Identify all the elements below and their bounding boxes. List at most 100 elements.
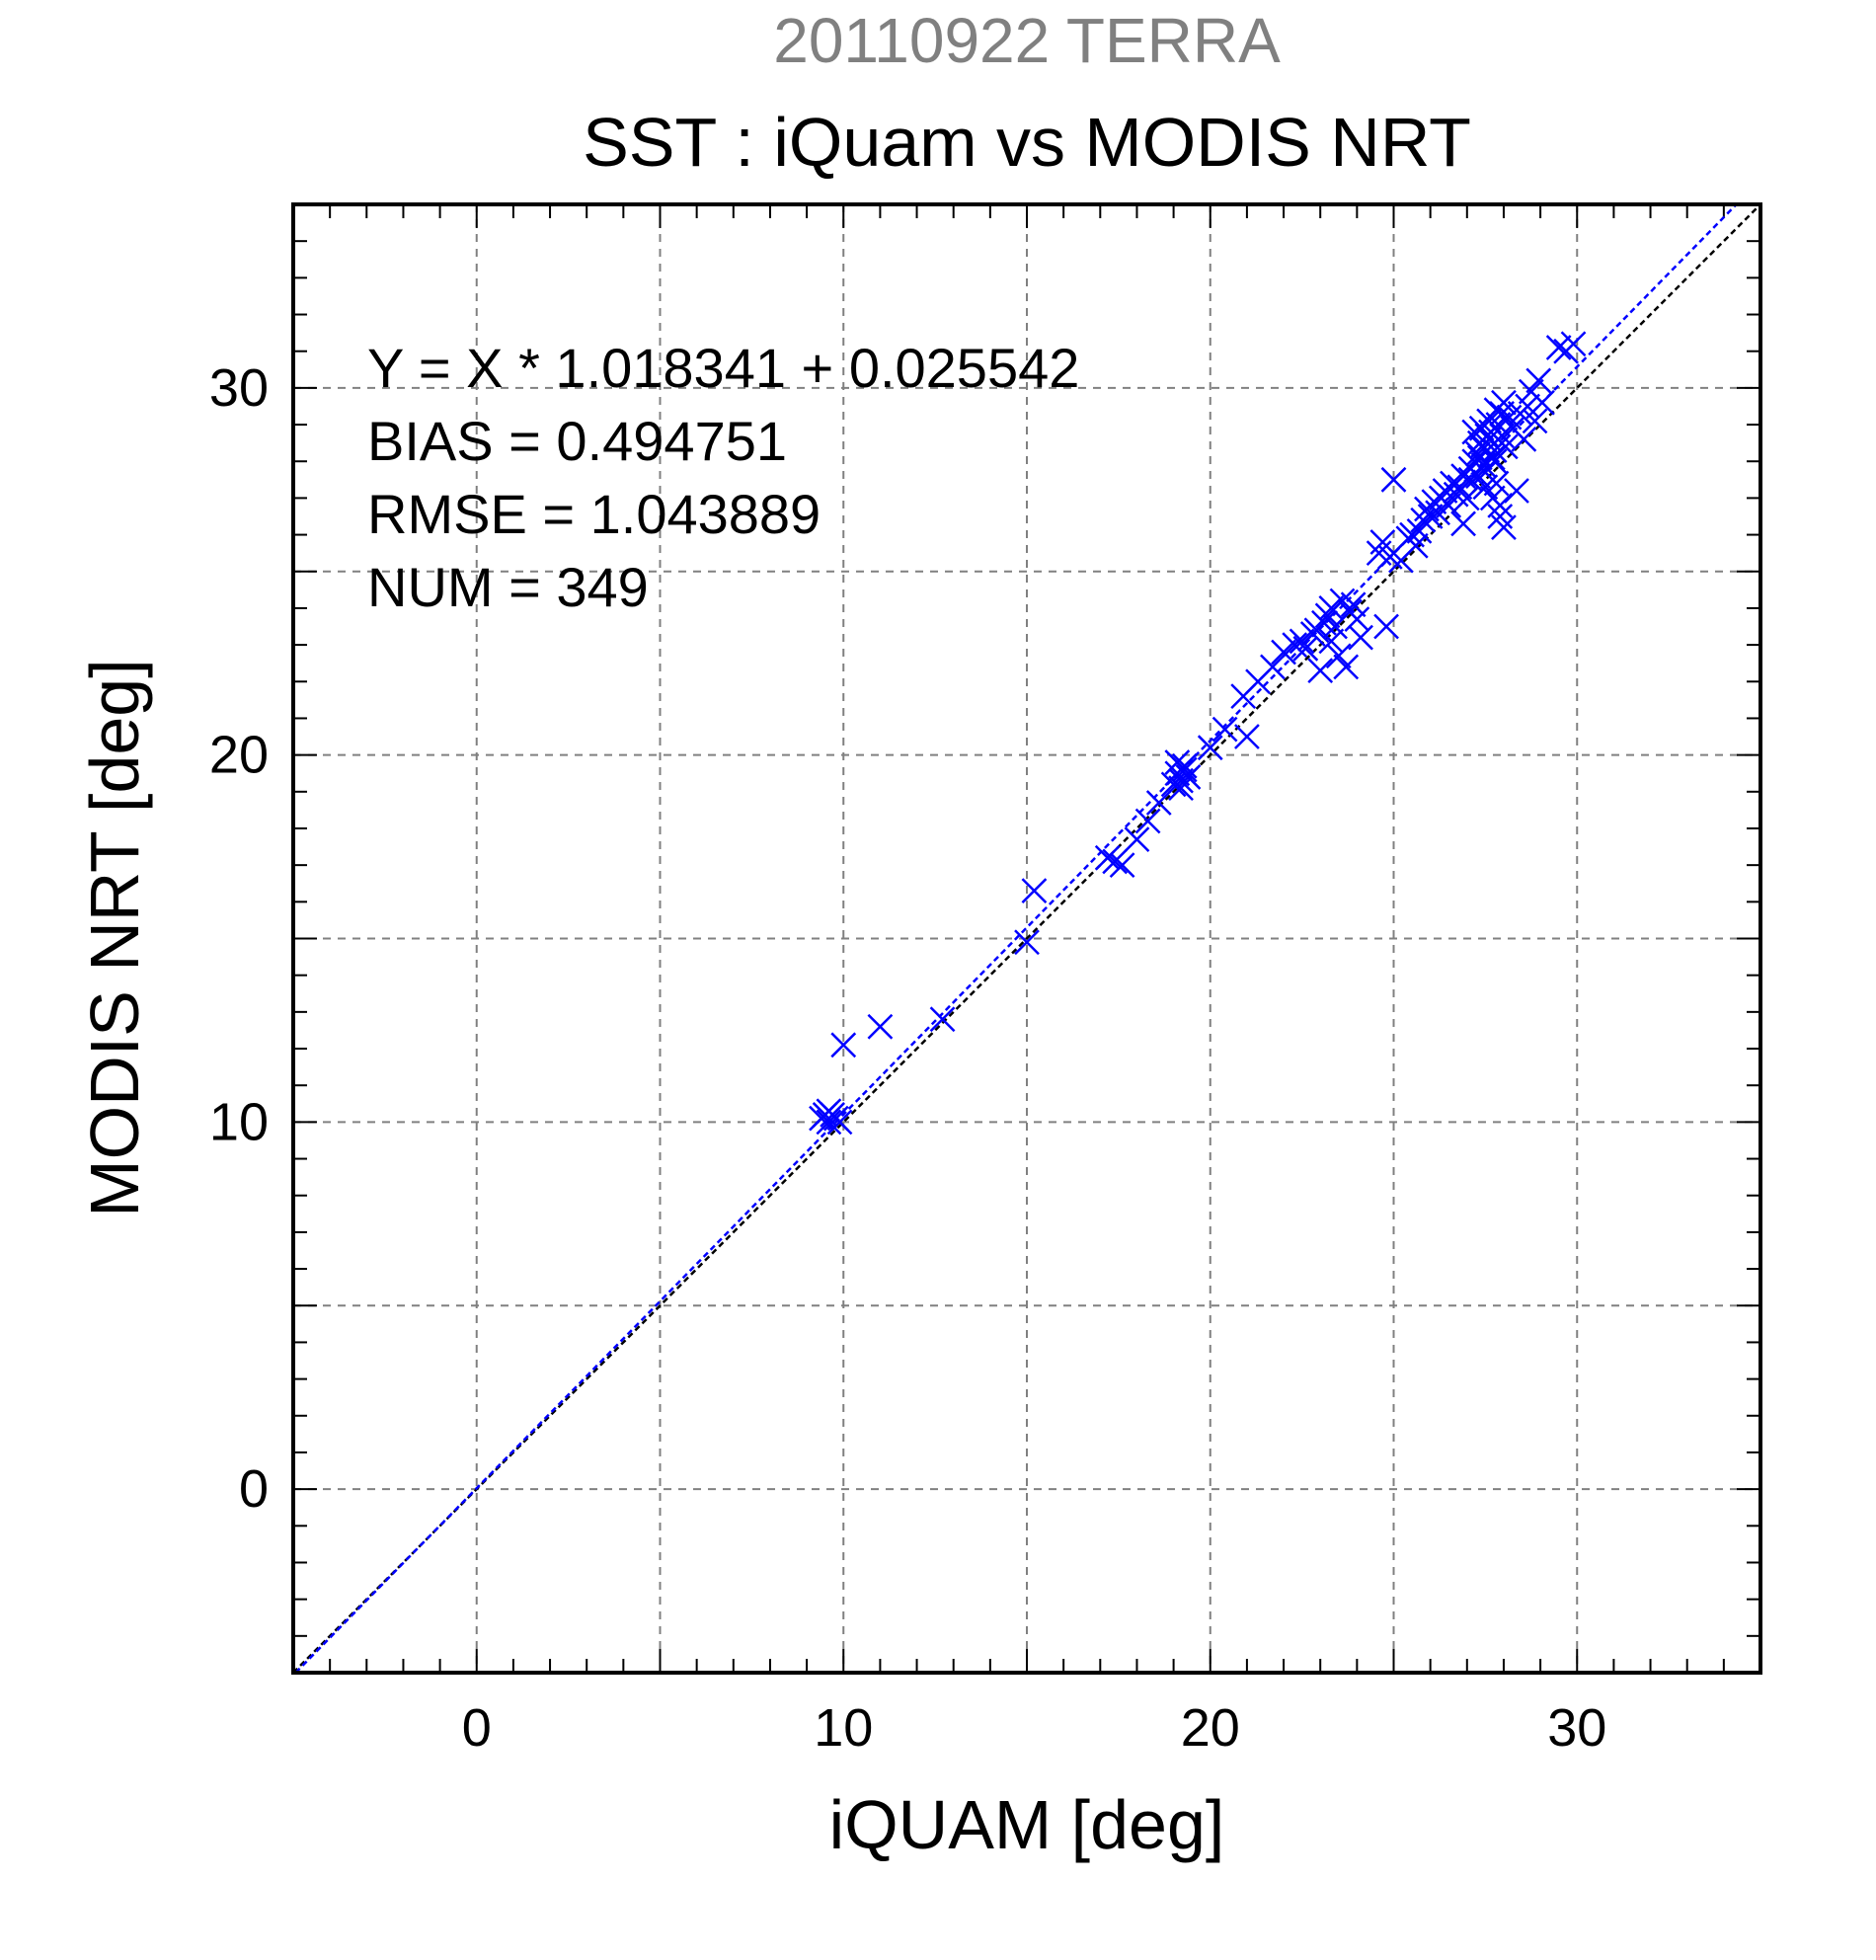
data-point [816,1098,842,1125]
data-point-stroke [830,1032,857,1058]
data-point [1234,724,1260,749]
data-point [1303,617,1330,644]
data-point [1289,628,1315,655]
data-point-stroke [1271,639,1296,666]
data-point-stroke [1525,367,1552,394]
data-point-stroke [1014,929,1040,956]
stats-line-fit: Y = X * 1.018341 + 0.025542 [367,337,1079,399]
data-point [1545,335,1572,360]
stats-line-num: NUM = 349 [367,556,649,618]
data-point-stroke [1560,331,1587,357]
data-point-stroke [1325,643,1352,669]
data-point [929,1006,956,1033]
fit-line [294,203,1738,1674]
data-point [1373,613,1399,640]
data-point-stroke [1481,448,1508,475]
data-point-stroke [1373,613,1399,640]
data-point-stroke [1380,466,1407,493]
data-point-stroke [1436,492,1462,518]
data-point [1271,639,1296,666]
x-tick-label: 30 [1547,1698,1606,1758]
data-point-stroke [1504,478,1529,504]
data-point-stroke [1491,514,1517,541]
data-point [1481,437,1508,463]
data-point-stroke [1529,389,1555,416]
identity-line [292,203,1761,1674]
data-point [1325,643,1352,669]
y-tick-label: 0 [239,1459,269,1519]
data-point-stroke [1168,775,1194,801]
minor-ticks [293,204,1760,1673]
y-tick-label: 20 [209,726,269,785]
data-point-stroke [1457,466,1484,493]
data-point [1491,389,1517,416]
data-point-stroke [1212,716,1238,743]
data-point-stroke [1465,463,1491,489]
data-point-stroke [1171,752,1198,779]
data-point [1481,448,1508,475]
data-point-stroke [1348,624,1373,651]
data-point-stroke [1134,808,1161,834]
data-point [1197,735,1223,761]
data-point [1487,504,1514,529]
data-point-stroke [1466,444,1493,471]
data-point-stroke [1402,532,1429,559]
data-point-stroke [867,1013,894,1040]
x-tick-labels: 0 10 20 30 [462,1698,1607,1758]
data-point [1109,852,1135,879]
reference-lines [292,203,1761,1674]
data-point-stroke [816,1109,842,1136]
data-point-stroke [1292,635,1319,662]
data-point [1511,427,1537,452]
x-tick-label: 10 [814,1698,873,1758]
data-point [1466,444,1493,471]
data-point [1124,826,1150,853]
x-tick-label: 20 [1181,1698,1240,1758]
data-point-stroke [1450,510,1476,537]
data-point [1436,492,1462,518]
data-point-stroke [1109,852,1135,879]
grid-lines [293,204,1760,1673]
data-point [1021,878,1048,904]
data-point [1318,628,1345,655]
data-point-stroke [1511,427,1537,452]
data-point [1164,749,1191,775]
data-point-stroke [1197,735,1223,761]
data-point [1417,504,1444,529]
data-point-stroke [1515,393,1540,420]
y-tick-label: 10 [209,1092,269,1151]
data-point-stroke [1021,878,1048,904]
data-point-stroke [816,1098,842,1125]
data-point-stroke [1461,419,1488,445]
x-tick-label: 0 [462,1698,492,1758]
data-point [1457,466,1484,493]
data-point [1474,423,1501,449]
data-point [1292,635,1319,662]
data-point [1344,606,1370,632]
y-tick-labels: 0 10 20 30 [209,358,269,1519]
data-point [867,1013,894,1040]
data-point-stroke [1307,658,1334,684]
data-point [1380,466,1407,493]
data-point [1340,591,1367,618]
data-point [1307,658,1334,684]
data-point-stroke [1260,654,1286,680]
chart-subtitle: 20110922 TERRA [773,5,1281,76]
data-point [1348,624,1373,651]
y-tick-label: 30 [209,358,269,418]
y-axis-label: MODIS NRT [deg] [76,659,153,1216]
data-point-stroke [1175,764,1202,790]
data-point [1479,485,1506,511]
data-point-stroke [1522,408,1548,434]
data-point-stroke [1145,790,1172,816]
x-axis-label: iQUAM [deg] [829,1786,1225,1863]
data-point [1260,654,1286,680]
data-point [1529,389,1555,416]
data-point-stroke [1102,848,1129,875]
data-point [1014,929,1040,956]
data-point-stroke [1417,504,1444,529]
data-point [1489,401,1515,427]
data-point-stroke [1472,474,1499,501]
